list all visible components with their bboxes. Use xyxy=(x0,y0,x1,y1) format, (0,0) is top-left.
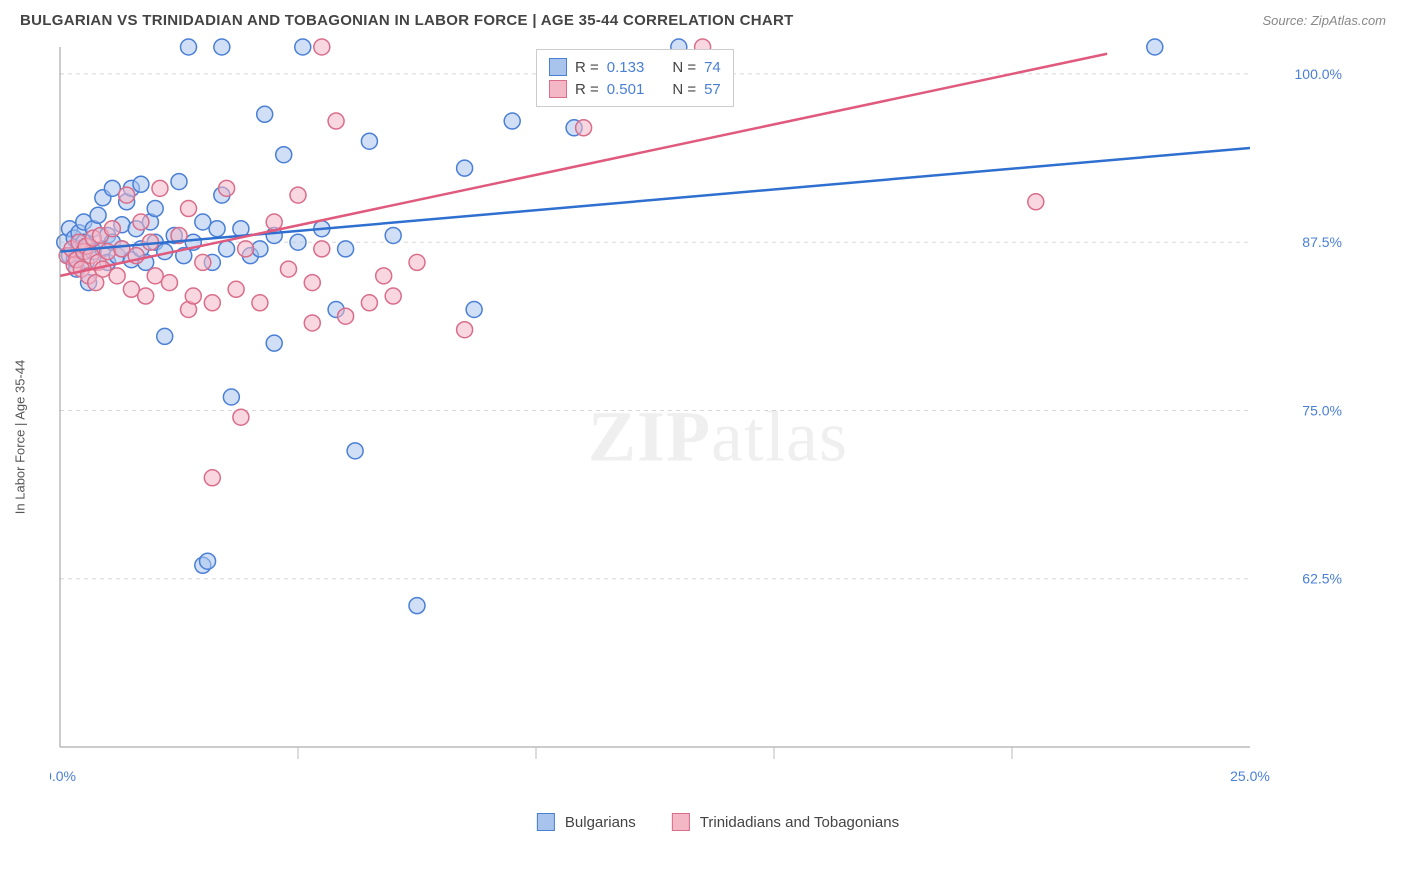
data-point xyxy=(138,288,154,304)
data-point xyxy=(314,241,330,257)
data-point xyxy=(409,254,425,270)
data-point xyxy=(209,221,225,237)
data-point xyxy=(238,241,254,257)
data-point xyxy=(195,214,211,230)
r-label: R = xyxy=(575,81,599,98)
y-tick-label: 100.0% xyxy=(1295,66,1342,82)
data-point xyxy=(90,207,106,223)
chart-area: In Labor Force | Age 35-44 62.5%75.0%87.… xyxy=(50,37,1386,837)
data-point xyxy=(504,113,520,129)
legend-label: Trinidadians and Tobagonians xyxy=(700,814,899,831)
data-point xyxy=(1147,39,1163,55)
data-point xyxy=(195,254,211,270)
scatter-chart: 62.5% 75.0% 87.5% 100.0% 0.0% 25.0% xyxy=(50,37,1350,797)
y-tick-label: 75.0% xyxy=(1302,402,1342,418)
y-tick-label: 62.5% xyxy=(1302,571,1342,587)
chart-title: BULGARIAN VS TRINIDADIAN AND TOBAGONIAN … xyxy=(20,12,794,29)
data-point xyxy=(161,275,177,291)
data-point xyxy=(266,214,282,230)
n-value: 57 xyxy=(704,81,721,98)
legend-label: Bulgarians xyxy=(565,814,636,831)
data-point xyxy=(338,308,354,324)
data-point xyxy=(466,302,482,318)
data-point xyxy=(361,295,377,311)
data-point xyxy=(204,295,220,311)
r-label: R = xyxy=(575,59,599,76)
data-point xyxy=(157,328,173,344)
x-tick-label: 25.0% xyxy=(1230,768,1270,784)
data-point xyxy=(204,470,220,486)
y-axis-label: In Labor Force | Age 35-44 xyxy=(13,360,28,514)
data-point xyxy=(328,113,344,129)
data-point xyxy=(385,288,401,304)
legend-swatch xyxy=(537,813,555,831)
legend-swatch xyxy=(672,813,690,831)
data-point xyxy=(219,180,235,196)
data-point xyxy=(114,241,130,257)
data-point xyxy=(228,281,244,297)
n-label: N = xyxy=(672,59,696,76)
series-legend: Bulgarians Trinidadians and Tobagonians xyxy=(537,813,899,831)
chart-header: BULGARIAN VS TRINIDADIAN AND TOBAGONIAN … xyxy=(0,0,1406,37)
n-value: 74 xyxy=(704,59,721,76)
data-point xyxy=(119,187,135,203)
legend-row: R = 0.133 N = 74 xyxy=(549,56,721,78)
data-point xyxy=(304,315,320,331)
n-label: N = xyxy=(672,81,696,98)
data-point xyxy=(290,187,306,203)
data-point xyxy=(457,160,473,176)
data-point xyxy=(295,39,311,55)
data-point xyxy=(181,39,197,55)
data-point xyxy=(147,201,163,217)
data-point xyxy=(185,288,201,304)
x-tick-label: 0.0% xyxy=(50,768,76,784)
data-point xyxy=(347,443,363,459)
data-point xyxy=(109,268,125,284)
data-point xyxy=(252,295,268,311)
data-point xyxy=(576,120,592,136)
data-point xyxy=(280,261,296,277)
y-tick-label: 87.5% xyxy=(1302,234,1342,250)
chart-source: Source: ZipAtlas.com xyxy=(1262,13,1386,28)
data-point xyxy=(171,174,187,190)
data-point xyxy=(338,241,354,257)
legend-swatch xyxy=(549,80,567,98)
data-point xyxy=(104,180,120,196)
data-point xyxy=(233,409,249,425)
legend-item: Trinidadians and Tobagonians xyxy=(672,813,899,831)
data-point xyxy=(147,268,163,284)
data-point xyxy=(133,176,149,192)
data-point xyxy=(223,389,239,405)
data-point xyxy=(361,133,377,149)
r-value: 0.501 xyxy=(607,81,645,98)
data-point xyxy=(123,281,139,297)
data-point xyxy=(376,268,392,284)
data-point xyxy=(266,335,282,351)
data-point xyxy=(314,39,330,55)
data-point xyxy=(181,201,197,217)
data-point xyxy=(200,553,216,569)
data-point xyxy=(104,221,120,237)
data-point xyxy=(257,106,273,122)
data-point xyxy=(152,180,168,196)
trend-line xyxy=(60,148,1250,252)
data-point xyxy=(385,227,401,243)
data-point xyxy=(457,322,473,338)
legend-row: R = 0.501 N = 57 xyxy=(549,78,721,100)
data-point xyxy=(409,598,425,614)
data-point xyxy=(276,147,292,163)
data-point xyxy=(133,214,149,230)
legend-swatch xyxy=(549,58,567,76)
data-point xyxy=(290,234,306,250)
legend-item: Bulgarians xyxy=(537,813,636,831)
r-value: 0.133 xyxy=(607,59,645,76)
data-point xyxy=(304,275,320,291)
correlation-legend: R = 0.133 N = 74 R = 0.501 N = 57 xyxy=(536,49,734,107)
data-point xyxy=(219,241,235,257)
data-point xyxy=(1028,194,1044,210)
data-point xyxy=(214,39,230,55)
